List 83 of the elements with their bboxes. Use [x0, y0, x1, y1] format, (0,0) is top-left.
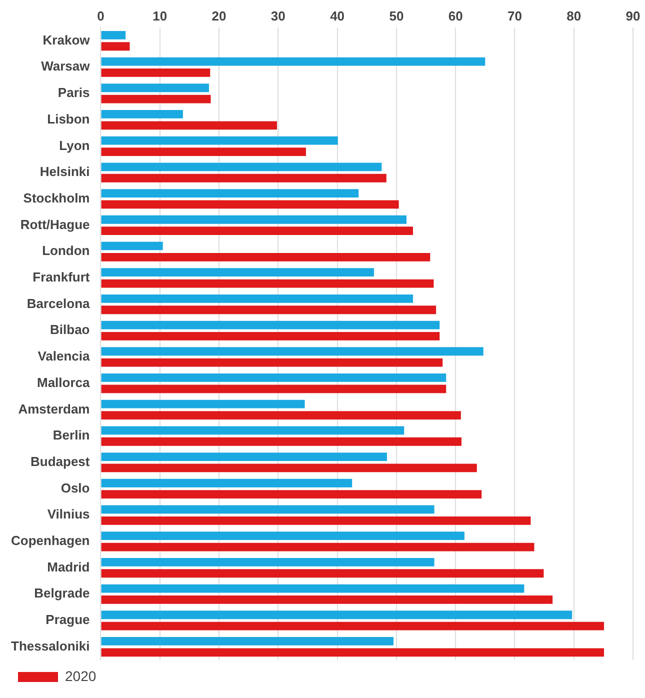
bar	[101, 94, 211, 104]
y-tick-label: Helsinki	[40, 164, 90, 180]
x-tick-label: 10	[152, 8, 168, 24]
bar	[101, 42, 130, 51]
x-tick-label: 30	[270, 8, 286, 24]
y-tick-label: Valencia	[38, 348, 91, 364]
bar	[101, 320, 440, 330]
y-tick-label: Belgrade	[34, 586, 90, 601]
x-tick-label: 20	[212, 8, 226, 24]
x-tick-label: 0	[97, 8, 104, 24]
bar	[101, 569, 544, 578]
y-tick-label: Amsterdam	[18, 401, 90, 416]
legend-label: 2020	[65, 668, 96, 684]
bar	[101, 400, 305, 408]
bar	[101, 215, 406, 224]
y-tick-label: Lyon	[59, 138, 90, 153]
x-tick-label: 40	[330, 8, 345, 24]
bar	[101, 505, 434, 514]
bar	[101, 174, 386, 182]
bar	[101, 452, 387, 461]
y-tick-label: Barcelona	[26, 296, 91, 311]
bar	[101, 162, 382, 172]
bar	[101, 384, 446, 394]
bar	[101, 332, 440, 340]
bar	[101, 200, 399, 209]
y-tick-label: Lisbon	[47, 111, 90, 126]
bar	[101, 532, 464, 540]
y-tick-label: Thessaloniki	[11, 638, 90, 654]
bar	[101, 121, 277, 130]
bar	[101, 226, 414, 236]
bar	[101, 306, 436, 314]
y-tick-label: Frankfurt	[32, 270, 90, 285]
bar	[101, 374, 446, 382]
bar	[101, 189, 359, 198]
bar	[101, 68, 210, 77]
y-tick-label: Krakow	[42, 32, 91, 48]
bar	[101, 648, 604, 657]
y-tick-label: Mallorca	[37, 374, 91, 390]
bar	[101, 358, 443, 367]
y-tick-label: Oslo	[60, 480, 90, 496]
x-tick-label: 80	[566, 8, 582, 24]
bar	[101, 542, 534, 552]
bar	[101, 558, 434, 566]
bar	[101, 490, 482, 499]
y-tick-label: Vilnius	[47, 506, 90, 522]
bar	[101, 136, 338, 145]
bar	[101, 637, 394, 646]
bar	[101, 148, 306, 156]
bar	[101, 596, 553, 604]
bar	[101, 279, 434, 288]
bar	[101, 84, 209, 92]
bar	[101, 426, 404, 435]
bar	[101, 622, 604, 630]
bar	[101, 464, 477, 472]
bar	[101, 437, 462, 446]
bar	[101, 610, 572, 620]
bar	[101, 252, 430, 262]
y-tick-label: London	[42, 243, 90, 258]
y-tick-label: Paris	[58, 85, 90, 100]
bar	[101, 57, 486, 66]
y-tick-label: Rott/Hague	[20, 216, 90, 232]
bar	[101, 516, 531, 525]
y-tick-label: Bilbao	[50, 322, 90, 338]
bar	[101, 347, 484, 356]
bar	[101, 478, 352, 488]
bar	[101, 110, 183, 118]
x-tick-label: 50	[389, 8, 404, 24]
y-tick-label: Berlin	[52, 428, 90, 443]
bar	[101, 268, 374, 277]
bar	[101, 584, 524, 593]
bar	[101, 30, 126, 40]
x-tick-label: 90	[626, 8, 640, 24]
y-tick-label: Prague	[46, 612, 90, 628]
y-tick-label: Madrid	[47, 559, 90, 574]
x-tick-label: 70	[507, 8, 522, 24]
y-tick-label: Copenhagen	[11, 533, 90, 548]
y-tick-label: Budapest	[30, 454, 90, 469]
y-tick-label: Warsaw	[41, 58, 91, 74]
y-tick-label: Stockholm	[23, 190, 90, 206]
bar	[101, 411, 461, 420]
bar	[101, 294, 414, 303]
bar	[101, 242, 163, 250]
x-tick-label: 60	[448, 8, 463, 24]
